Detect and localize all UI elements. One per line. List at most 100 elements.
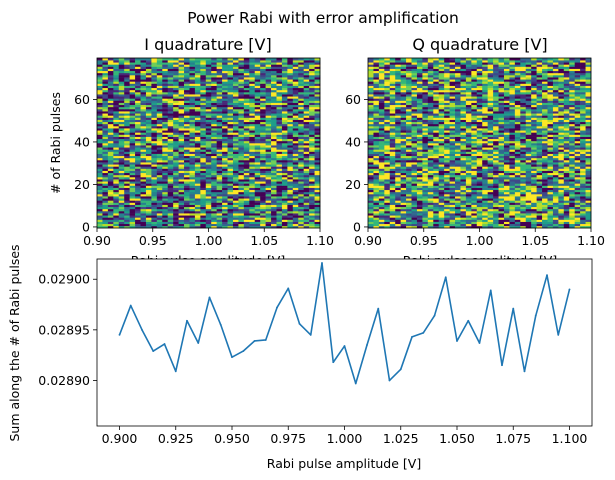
- heatmap-cell: [416, 196, 423, 199]
- heatmap-cell: [471, 217, 478, 220]
- heatmap-cell: [292, 179, 299, 182]
- heatmap-cell: [118, 185, 125, 188]
- heatmap-cell: [145, 119, 152, 123]
- heatmap-cell: [292, 166, 299, 169]
- heatmap-cell: [455, 204, 461, 208]
- heatmap-cell: [118, 75, 125, 78]
- heatmap-cell: [178, 217, 185, 220]
- heatmap-cell: [194, 140, 201, 144]
- heatmap-cell: [113, 183, 120, 186]
- heatmap-cell: [563, 160, 570, 163]
- heatmap-cell: [124, 85, 130, 89]
- heatmap-cell: [444, 160, 450, 163]
- heatmap-cell: [552, 211, 559, 214]
- heatmap-cell: [303, 149, 310, 152]
- heatmap-cell: [124, 138, 130, 142]
- heatmap-cell: [580, 221, 586, 225]
- heatmap-cell: [184, 225, 190, 229]
- heatmap-cell: [303, 223, 310, 227]
- heatmap-cell: [514, 162, 521, 165]
- heatmap-cell: [281, 96, 288, 99]
- heatmap-cell: [184, 81, 190, 84]
- heatmap-cell: [287, 75, 294, 78]
- heatmap-cell: [167, 77, 174, 80]
- heatmap-cell: [124, 106, 130, 110]
- heatmap-cell: [238, 100, 245, 103]
- x-tick-label: 1.05: [250, 233, 278, 248]
- heatmap-cell: [129, 85, 136, 89]
- heatmap-cell: [552, 194, 559, 197]
- heatmap-cell: [558, 153, 565, 157]
- heatmap-cell: [406, 155, 412, 159]
- heatmap-cell: [156, 117, 163, 120]
- heatmap-cell: [102, 60, 109, 63]
- heatmap-cell: [151, 211, 158, 214]
- heatmap-cell: [184, 94, 190, 97]
- heatmap-cell: [292, 219, 299, 222]
- heatmap-cell: [129, 223, 136, 227]
- heatmap-cell: [124, 128, 130, 131]
- heatmap-cell: [265, 75, 272, 78]
- heatmap-cell: [156, 170, 163, 174]
- heatmap-cell: [222, 96, 228, 99]
- heatmap-cell: [314, 215, 321, 218]
- heatmap-cell: [211, 85, 217, 89]
- heatmap-cell: [281, 187, 288, 191]
- heatmap-cell: [389, 170, 396, 174]
- heatmap-cell: [395, 196, 401, 199]
- heatmap-cell: [260, 200, 266, 203]
- heatmap-cell: [167, 66, 174, 69]
- heatmap-cell: [194, 174, 201, 178]
- heatmap-cell: [493, 206, 499, 210]
- heatmap-cell: [580, 206, 586, 210]
- heatmap-cell: [271, 132, 277, 135]
- heatmap-cell: [558, 204, 565, 208]
- heatmap-cell: [145, 172, 152, 176]
- heatmap-cell: [471, 151, 478, 154]
- heatmap-cell: [216, 60, 223, 63]
- heatmap-cell: [400, 213, 407, 216]
- heatmap-cell: [184, 66, 190, 69]
- heatmap-cell: [574, 168, 581, 171]
- heatmap-cell: [243, 189, 250, 193]
- heatmap-cell: [503, 194, 510, 197]
- heatmap-cell: [460, 151, 467, 154]
- heatmap-cell: [167, 191, 174, 195]
- heatmap-cell: [487, 196, 494, 199]
- heatmap-cell: [124, 200, 130, 203]
- heatmap-cell: [200, 213, 207, 216]
- heatmap-cell: [227, 179, 234, 182]
- heatmap-cell: [509, 168, 516, 171]
- heatmap-cell: [265, 96, 272, 99]
- heatmap-cell: [400, 172, 407, 176]
- heatmap-cell: [558, 208, 565, 212]
- heatmap-cell: [373, 219, 380, 222]
- heatmap-cell: [118, 181, 125, 184]
- heatmap-cell: [162, 123, 169, 127]
- heatmap-cell: [227, 198, 234, 201]
- heatmap-cell: [184, 208, 190, 212]
- heatmap-cell: [520, 153, 527, 157]
- heatmap-cell: [189, 168, 196, 171]
- heatmap-cell: [416, 166, 423, 169]
- heatmap-cell: [314, 185, 321, 188]
- heatmap-cell: [509, 153, 516, 157]
- heatmap-cell: [216, 181, 223, 184]
- heatmap-cell: [194, 164, 201, 167]
- heatmap-cell: [216, 134, 223, 137]
- heatmap-cell: [184, 87, 190, 91]
- heatmap-cell: [503, 177, 510, 180]
- heatmap-cell: [97, 147, 103, 150]
- heatmap-cell: [585, 147, 592, 150]
- heatmap-cell: [287, 202, 294, 205]
- heatmap-cell: [406, 172, 412, 176]
- heatmap-cell: [389, 140, 396, 144]
- heatmap-cell: [309, 98, 315, 101]
- heatmap-cell: [378, 187, 385, 191]
- heatmap-cell: [552, 181, 559, 184]
- heatmap-cell: [156, 126, 163, 129]
- heatmap-cell: [124, 219, 130, 222]
- heatmap-cell: [303, 143, 310, 146]
- heatmap-cell: [455, 208, 461, 212]
- heatmap-cell: [129, 115, 136, 118]
